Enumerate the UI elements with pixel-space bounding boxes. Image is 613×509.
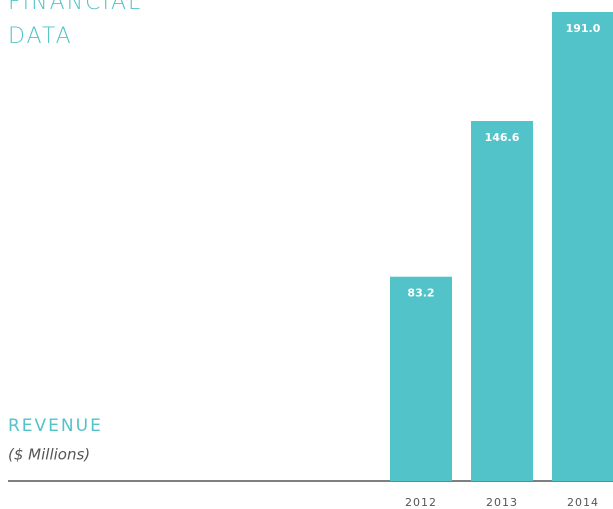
data-label: 146.6 [485,131,520,144]
bar [390,276,452,481]
subtitle: ($ Millions) [8,446,90,464]
bar [471,121,533,482]
y-axis-label: REVENUE [8,416,103,436]
chart-title: FINANCIAL DATA [8,0,143,49]
data-label: 83.2 [407,287,434,300]
x-tick-label: 2014 [567,496,599,509]
data-label: 191.0 [566,22,601,35]
x-tick-label: 2013 [486,496,518,509]
x-tick-label: 2012 [405,496,437,509]
bar [552,12,613,481]
